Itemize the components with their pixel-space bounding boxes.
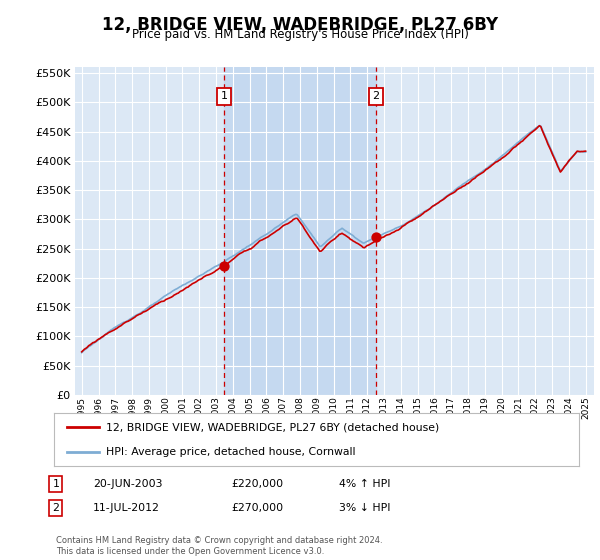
Point xyxy=(371,232,381,241)
Text: £220,000: £220,000 xyxy=(231,479,283,489)
Text: 1: 1 xyxy=(220,91,227,101)
Text: 12, BRIDGE VIEW, WADEBRIDGE, PL27 6BY (detached house): 12, BRIDGE VIEW, WADEBRIDGE, PL27 6BY (d… xyxy=(107,422,440,432)
Text: 1: 1 xyxy=(52,479,59,489)
Text: 20-JUN-2003: 20-JUN-2003 xyxy=(93,479,163,489)
Text: 11-JUL-2012: 11-JUL-2012 xyxy=(93,503,160,513)
Point xyxy=(219,262,229,270)
Text: £270,000: £270,000 xyxy=(231,503,283,513)
Text: 12, BRIDGE VIEW, WADEBRIDGE, PL27 6BY: 12, BRIDGE VIEW, WADEBRIDGE, PL27 6BY xyxy=(102,16,498,34)
Text: 4% ↑ HPI: 4% ↑ HPI xyxy=(339,479,391,489)
Text: Contains HM Land Registry data © Crown copyright and database right 2024.
This d: Contains HM Land Registry data © Crown c… xyxy=(56,536,382,556)
Text: Price paid vs. HM Land Registry's House Price Index (HPI): Price paid vs. HM Land Registry's House … xyxy=(131,28,469,41)
Bar xyxy=(224,67,376,395)
Text: 2: 2 xyxy=(52,503,59,513)
Text: 2: 2 xyxy=(373,91,380,101)
Text: 3% ↓ HPI: 3% ↓ HPI xyxy=(339,503,391,513)
Text: HPI: Average price, detached house, Cornwall: HPI: Average price, detached house, Corn… xyxy=(107,446,356,456)
